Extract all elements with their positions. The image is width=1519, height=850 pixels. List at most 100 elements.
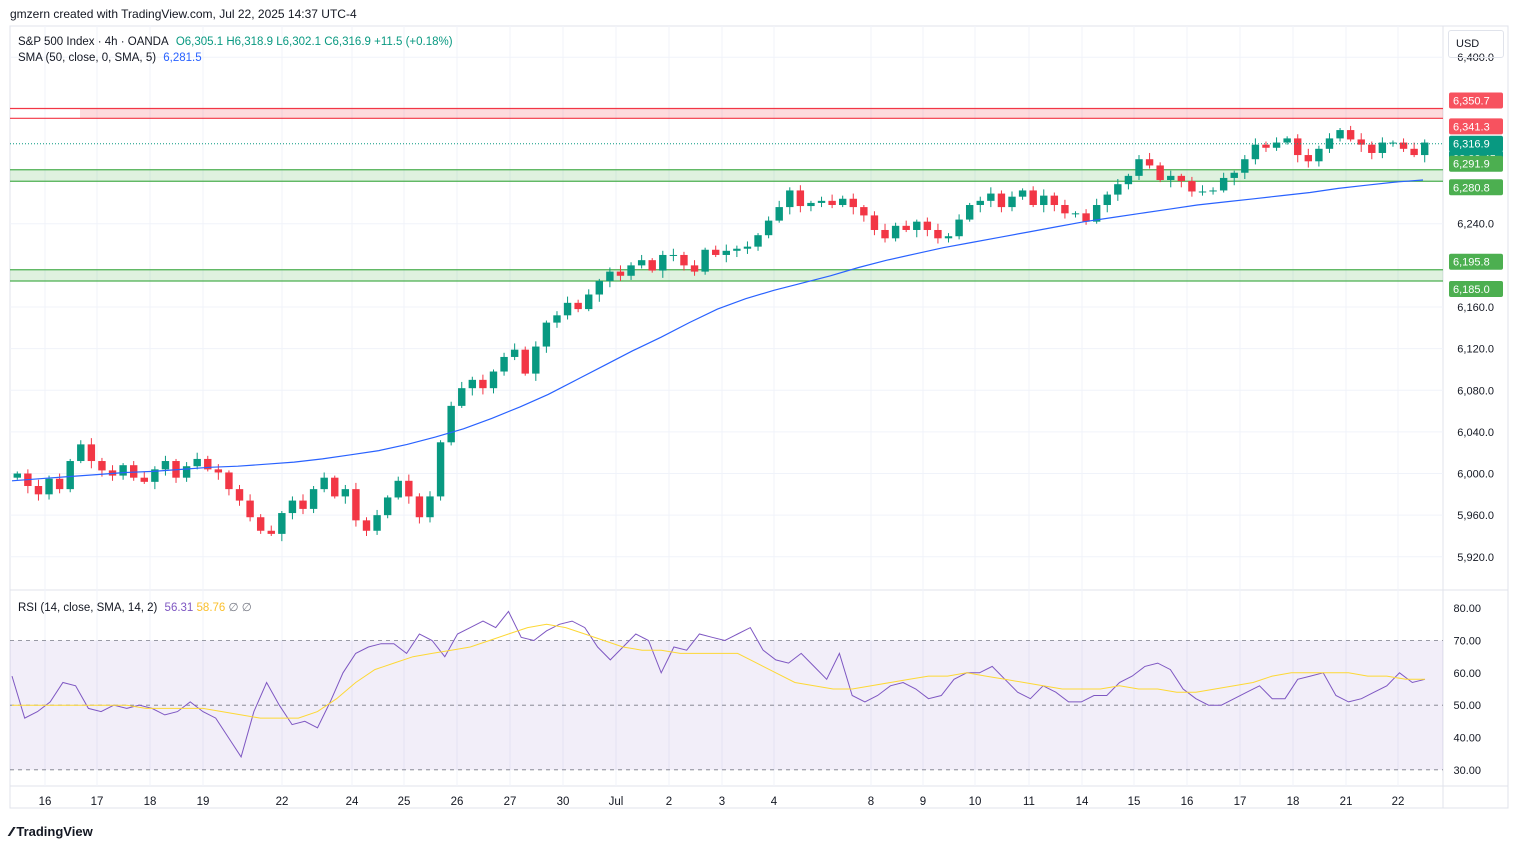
x-tick-label: 11: [1023, 796, 1035, 808]
candle-body: [267, 530, 275, 534]
sma-legend: SMA (50, close, 0, SMA, 5) 6,281.5: [18, 52, 202, 64]
x-tick-label: 9: [920, 796, 926, 808]
price-label-box: [1449, 92, 1503, 109]
rsi-tick-label: 60.00: [1453, 668, 1481, 680]
candle-body: [965, 205, 974, 220]
sma-label[interactable]: SMA (50, close, 0, SMA, 5): [18, 52, 157, 64]
candle-body: [447, 405, 455, 443]
candle-body: [1135, 159, 1143, 176]
candle-body: [161, 461, 170, 470]
candle-body: [1018, 190, 1027, 197]
candle-body: [680, 254, 688, 266]
candle-body: [479, 379, 487, 389]
price-tick-label: 6,080.0: [1457, 385, 1494, 397]
candle-body: [320, 477, 328, 490]
price-tick-label: 6,000.0: [1457, 469, 1494, 481]
price-label-box: [1449, 179, 1503, 196]
open-value: O6,305.1: [175, 36, 224, 48]
candle-body: [331, 477, 339, 497]
candle-body: [225, 472, 233, 490]
candle-body: [1008, 196, 1016, 208]
candle-body: [246, 500, 254, 518]
price-label-box: [1449, 118, 1503, 135]
candle-body: [616, 271, 625, 276]
candle-body: [743, 246, 752, 249]
candle-body: [299, 500, 307, 509]
candle-body: [510, 349, 519, 357]
price-legend: S&P 500 Index · 4h · OANDA O6,305.1 H6,3…: [18, 36, 453, 48]
x-tick-label: 10: [969, 796, 982, 808]
candle-body: [1177, 175, 1186, 182]
candle-body: [987, 193, 995, 201]
x-tick-label: 18: [1287, 796, 1300, 808]
candle-body: [383, 497, 392, 516]
price-label-box: [1449, 135, 1503, 152]
candle-body: [807, 202, 815, 207]
price-label-text: 6,291.9: [1453, 159, 1490, 171]
zone-support-1: [10, 169, 1443, 182]
candle-body: [796, 190, 805, 207]
chart-frame: [9, 25, 1509, 809]
candle-body: [1219, 177, 1228, 191]
x-tick-label: 17: [1234, 796, 1247, 808]
candle-body: [34, 486, 43, 495]
candle-body: [1114, 184, 1122, 195]
candle-body: [489, 371, 498, 389]
rsi-sma-line: [12, 623, 1425, 719]
price-label-text: 6,195.8: [1453, 257, 1490, 269]
currency-button[interactable]: USD: [1448, 30, 1504, 58]
tradingview-logo[interactable]: ⁄⁄ TradingView: [10, 824, 93, 839]
price-label-text: 6,316.9: [1453, 139, 1490, 151]
candle-body: [976, 200, 984, 206]
candle-body: [1241, 159, 1249, 173]
candle-body: [394, 480, 402, 498]
candle-body: [1399, 142, 1408, 149]
candle-body: [1389, 142, 1397, 144]
candle-body: [532, 346, 540, 374]
candle-body: [1029, 190, 1037, 206]
candle-body: [997, 193, 1006, 208]
close-value: C6,316.9: [324, 36, 371, 48]
candle-body: [87, 444, 96, 462]
candle-body: [860, 207, 868, 216]
price-label-text: 6,185.0: [1453, 284, 1490, 296]
candle-body: [119, 465, 127, 476]
candle-body: [775, 207, 783, 221]
price-tick-label: 6,160.0: [1457, 302, 1494, 314]
symbol-label[interactable]: S&P 500 Index · 4h · OANDA: [18, 36, 169, 48]
price-tick-label: 6,240.0: [1457, 219, 1494, 231]
attribution-text: gmzern created with TradingView.com, Jul…: [10, 7, 357, 21]
candle-body: [362, 520, 371, 531]
candle-body: [98, 461, 106, 471]
x-tick-label: Jul: [609, 796, 624, 808]
candle-body: [690, 265, 699, 272]
candle-body: [627, 265, 635, 276]
x-tick-label: 2: [666, 796, 672, 808]
rsi-sma-value: 58.76: [196, 602, 226, 614]
candle-body: [722, 250, 730, 255]
candle-body: [1230, 172, 1238, 178]
candle-body: [1421, 142, 1429, 156]
candle-body: [140, 477, 148, 482]
rsi-label[interactable]: RSI (14, close, SMA, 14, 2): [18, 602, 158, 614]
candle-body: [458, 388, 466, 406]
candle-body: [1050, 195, 1059, 206]
candle-body: [468, 379, 477, 389]
candle-body: [712, 249, 720, 255]
x-tick-label: 17: [91, 796, 104, 808]
rsi-tick-label: 30.00: [1453, 765, 1481, 777]
candle-body: [648, 260, 656, 271]
candle-body: [849, 198, 857, 208]
candle-body: [1198, 191, 1207, 193]
candle-body: [1346, 130, 1355, 140]
candle-body: [405, 480, 413, 497]
candle-body: [129, 465, 138, 478]
tradingview-logo-text: TradingView: [16, 824, 93, 839]
candle-body: [764, 220, 773, 236]
candle-body: [1251, 144, 1260, 160]
rsi-extra-2: ∅: [241, 602, 252, 614]
candle-body: [754, 235, 762, 247]
candle-body: [352, 489, 360, 521]
price-label-text: 6,280.8: [1453, 182, 1490, 194]
